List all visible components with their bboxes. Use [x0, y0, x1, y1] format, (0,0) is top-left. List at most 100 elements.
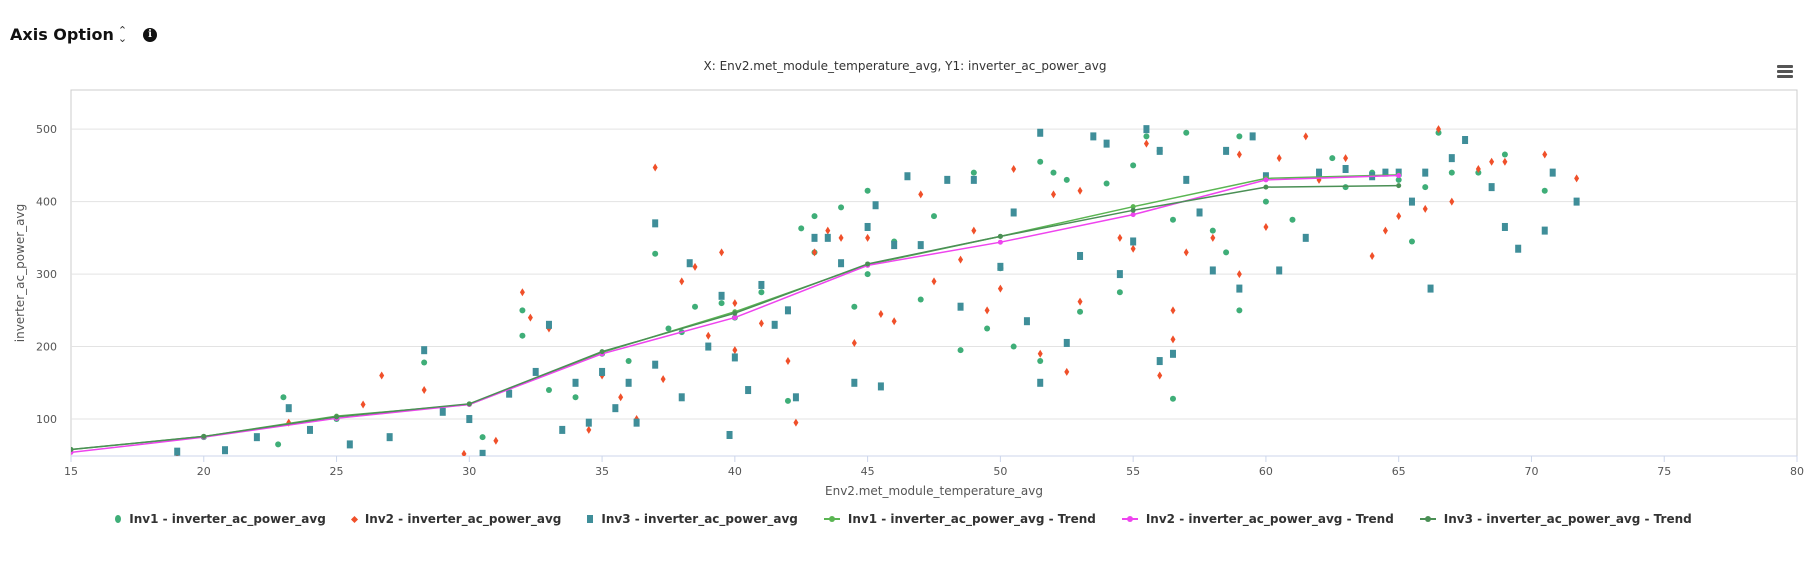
scatter-point-inv1	[1395, 176, 1402, 183]
scatter-point-inv3	[726, 430, 733, 439]
x-tick-label: 35	[595, 465, 609, 478]
scatter-point-inv2	[1037, 349, 1043, 358]
scatter-point-inv3	[599, 367, 606, 376]
x-tick-label: 45	[861, 465, 875, 478]
scatter-point-inv2	[865, 233, 871, 242]
trend-point-inv3	[71, 446, 74, 452]
scatter-point-inv2	[379, 371, 385, 380]
chart-title: X: Env2.met_module_temperature_avg, Y1: …	[703, 59, 1106, 73]
scatter-point-inv3	[1010, 208, 1017, 217]
scatter-point-inv1	[1077, 308, 1084, 315]
legend-item-2[interactable]: Inv2 - inverter_ac_power_avg	[350, 512, 562, 526]
scatter-point-inv2	[878, 309, 884, 318]
x-tick-label: 70	[1524, 465, 1538, 478]
scatter-point-inv1	[1143, 133, 1150, 140]
scatter-point-inv1	[1223, 249, 1230, 256]
scatter-point-inv2	[1574, 174, 1580, 183]
line-marker-icon	[1419, 516, 1436, 522]
scatter-point-inv3	[1077, 251, 1084, 260]
scatter-point-inv3	[1116, 270, 1123, 279]
scatter-point-inv3	[891, 241, 898, 250]
scatter-point-inv2	[1050, 190, 1056, 199]
scatter-point-inv2	[1210, 233, 1216, 242]
scatter-point-inv2	[1117, 233, 1123, 242]
scatter-point-inv2	[812, 248, 818, 257]
scatter-point-inv1	[665, 325, 672, 332]
scatter-point-inv3	[506, 389, 513, 398]
line-marker-icon	[1121, 516, 1138, 522]
scatter-point-inv2	[732, 299, 738, 308]
scatter-point-inv3	[1302, 233, 1309, 242]
scatter-point-inv2	[1489, 157, 1495, 166]
scatter-point-inv2	[918, 190, 924, 199]
scatter-point-inv2	[1276, 154, 1282, 163]
scatter-point-inv1	[1209, 227, 1216, 234]
scatter-point-inv2	[1263, 222, 1269, 231]
scatter-point-inv2	[1236, 270, 1242, 279]
chevron-updown-icon[interactable]: ⌃ ⌄	[117, 23, 128, 45]
scatter-point-inv2	[1343, 154, 1349, 163]
scatter-point-inv3	[559, 425, 566, 434]
legend-label: Inv2 - inverter_ac_power_avg	[364, 512, 562, 526]
diamond-marker-icon	[350, 515, 358, 523]
scatter-point-inv3	[545, 320, 552, 329]
scatter-point-inv3	[652, 360, 659, 369]
trend-point-inv3	[334, 414, 340, 420]
scatter-point-inv2	[519, 288, 525, 297]
scatter-point-inv3	[1462, 136, 1469, 145]
scatter-point-inv1	[1329, 155, 1336, 162]
scatter-point-inv2	[652, 163, 658, 172]
scatter-point-inv3	[1448, 154, 1455, 163]
scatter-point-inv2	[692, 262, 698, 271]
x-axis-label: Env2.met_module_temperature_avg	[825, 484, 1043, 498]
scatter-point-inv3	[1223, 146, 1230, 155]
scatter-point-inv1	[970, 169, 977, 176]
legend-item-4[interactable]: Inv1 - inverter_ac_power_avg - Trend	[823, 512, 1096, 526]
scatter-point-inv3	[625, 378, 632, 387]
scatter-point-inv3	[306, 425, 313, 434]
scatter-point-inv2	[1077, 297, 1083, 306]
trend-point-inv3	[865, 261, 871, 267]
hamburger-menu-icon[interactable]	[1777, 65, 1793, 80]
scatter-point-inv3	[1408, 197, 1415, 206]
trend-point-inv3	[466, 401, 472, 407]
scatter-point-inv2	[1064, 367, 1070, 376]
scatter-point-inv2	[493, 436, 499, 445]
legend-item-6[interactable]: Inv3 - inverter_ac_power_avg - Trend	[1419, 512, 1692, 526]
scatter-point-inv1	[652, 250, 659, 257]
scatter-point-inv3	[1427, 284, 1434, 293]
scatter-point-inv2	[719, 248, 725, 257]
trend-point-inv3	[599, 349, 605, 355]
scatter-point-inv2	[851, 338, 857, 347]
scatter-point-inv3	[439, 407, 446, 416]
scatter-point-inv3	[346, 440, 353, 449]
scatter-point-inv2	[1382, 226, 1388, 235]
scatter-point-inv3	[864, 222, 871, 231]
axis-option-selector[interactable]: Axis Option ⌃ ⌄ i	[10, 23, 158, 45]
x-tick-label: 50	[993, 465, 1007, 478]
legend-label: Inv3 - inverter_ac_power_avg - Trend	[1443, 512, 1692, 526]
scatter-point-inv3	[585, 418, 592, 427]
trend-point-inv2	[1263, 177, 1269, 183]
scatter-point-inv2	[705, 331, 711, 340]
scatter-point-inv3	[1183, 175, 1190, 184]
scatter-point-inv2	[931, 277, 937, 286]
trend-point-inv2	[1396, 173, 1402, 179]
scatter-point-inv2	[825, 226, 831, 235]
scatter-point-inv3	[997, 262, 1004, 271]
scatter-point-inv1	[1236, 307, 1243, 314]
scatter-point-inv2	[618, 393, 624, 402]
scatter-point-inv2	[958, 255, 964, 264]
info-circle-icon[interactable]: i	[143, 27, 158, 42]
scatter-point-inv3	[877, 382, 884, 391]
scatter-point-inv2	[1077, 186, 1083, 195]
y-tick-label: 300	[36, 268, 57, 281]
scatter-point-inv3	[285, 404, 292, 413]
y-axis-label: inverter_ac_power_avg	[13, 204, 27, 343]
legend-item-5[interactable]: Inv2 - inverter_ac_power_avg - Trend	[1121, 512, 1394, 526]
scatter-point-inv3	[1276, 266, 1283, 275]
legend-item-1[interactable]: Inv1 - inverter_ac_power_avg	[115, 512, 326, 526]
scatter-point-inv1	[1501, 151, 1508, 158]
legend-item-3[interactable]: Inv3 - inverter_ac_power_avg	[587, 512, 798, 526]
